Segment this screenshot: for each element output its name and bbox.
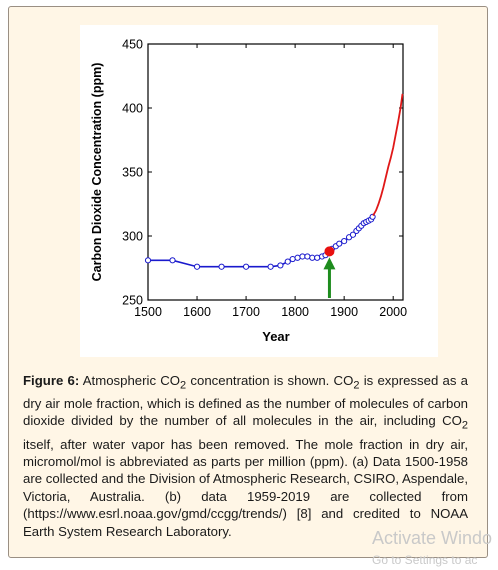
arrow-head (323, 257, 336, 270)
caption-sub-2: 2 (353, 379, 360, 392)
figure-caption: Figure 6: Atmospheric CO2 concentration … (23, 372, 468, 540)
ice-core-point-5 (267, 263, 274, 270)
ice-core-point-6 (277, 262, 284, 269)
y-tick-label-1: 300 (122, 230, 143, 244)
ice-core-point-0 (144, 257, 152, 264)
x-tick-label-1: 1600 (183, 305, 211, 319)
y-tick-label-4: 450 (122, 38, 143, 52)
highlight-point (324, 246, 335, 257)
activate-windows-subtext: Go to Settings to ac (372, 553, 478, 567)
x-tick-label-2: 1700 (232, 305, 260, 319)
ice-core-point-19 (336, 240, 343, 247)
caption-text-2: concentration is shown. CO (186, 373, 354, 388)
caption-sub-3: 2 (461, 420, 468, 433)
ice-core-point-8 (289, 255, 296, 263)
ice-core-point-3 (218, 263, 225, 270)
activate-windows-watermark: Activate Windo (372, 528, 493, 548)
co2-chart: 1500 1600 1700 1800 1900 2000250300350400450 … (80, 25, 438, 357)
x-tick-label-4: 1900 (330, 305, 358, 319)
x-tick-label-0: 1500 (134, 305, 162, 319)
ice-core-point-22 (349, 231, 357, 238)
ice-core-point-7 (284, 258, 291, 265)
plot-area (147, 43, 404, 301)
y-tick-label-2: 350 (122, 166, 143, 180)
ice-core-point-20 (341, 238, 348, 245)
ice-core-point-1 (169, 257, 176, 264)
caption-sub-1: 2 (180, 379, 187, 392)
caption-label: Figure 6: (23, 373, 80, 388)
y-tick-label-3: 400 (122, 102, 143, 116)
ice-core-point-11 (304, 253, 311, 260)
x-tick-label-5: 2000 (379, 305, 407, 319)
x-axis-label: Year (262, 329, 289, 344)
x-tick-label-3: 1800 (281, 305, 309, 319)
caption-text-1: Atmospheric CO (79, 373, 181, 388)
ice-core-point-4 (242, 263, 250, 270)
ice-core-point-9 (294, 254, 301, 261)
y-axis-label: Carbon Dioxide Concentration (ppm) (90, 63, 104, 282)
ice-core-point-13 (314, 254, 321, 261)
modern-line (372, 93, 404, 216)
y-tick-label-0: 250 (122, 294, 143, 308)
caption-text-4: itself, after water vapor has been remov… (23, 436, 468, 539)
ice-core-point-2 (193, 263, 201, 270)
caption-text-3: is expressed as a dry air mole fraction,… (23, 373, 468, 429)
